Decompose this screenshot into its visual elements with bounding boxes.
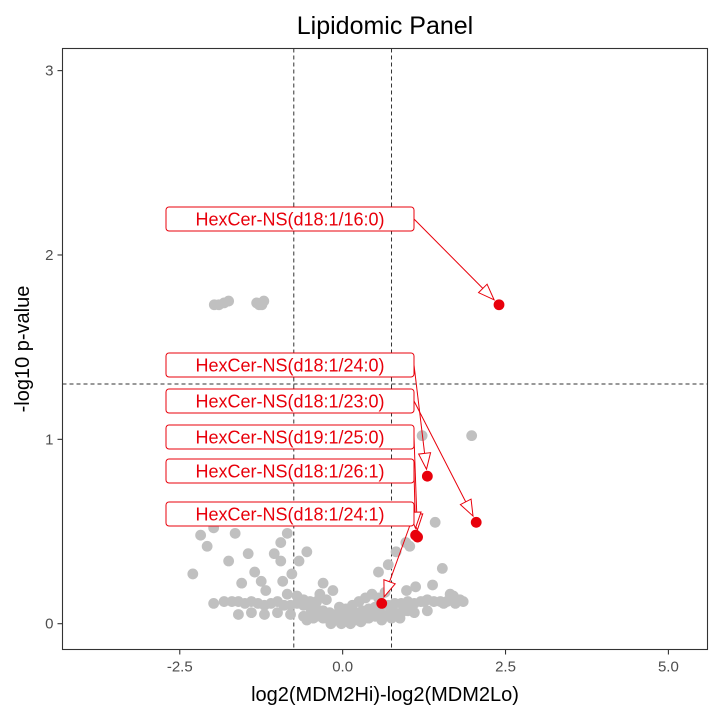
data-point [401,585,412,596]
x-tick-label: 5.0 [658,659,679,676]
highlighted-data-point [470,516,482,528]
data-point [376,614,388,626]
annotation-label: HexCer-NS(d18:1/24:1) [195,505,384,525]
highlighted-points [376,299,505,609]
annotation-label-box [165,352,415,378]
annotation-arrow-head [459,498,474,518]
annotation-label-box [165,501,415,527]
data-point [390,546,402,558]
data-point [373,566,384,578]
y-tick-label: 3 [45,63,53,80]
data-point [275,555,287,567]
x-tick-label: -2.5 [167,659,193,676]
data-point [249,566,261,578]
data-point [277,575,289,587]
data-point [218,596,230,607]
data-point [201,540,213,552]
data-point [434,596,446,607]
data-point [208,598,220,609]
annotation-label: HexCer-NS(d18:1/16:0) [195,210,384,230]
data-point [285,609,296,620]
point-annotations: HexCer-NS(d18:1/16:0) HexCer-NS(d18:1/24:… [165,206,496,599]
data-point [275,537,287,548]
data-point [223,295,235,307]
data-point [457,596,469,607]
annotation-arrow-line [413,218,495,301]
data-point [320,594,332,606]
annotation-label: HexCer-NS(d19:1/25:0) [195,428,384,448]
data-point [466,430,478,442]
annotation-label-box [165,424,415,450]
data-point [236,577,248,589]
data-point [281,588,293,600]
data-point [404,540,416,552]
data-point [229,527,241,539]
annotation-label-box [165,458,415,484]
data-point [195,529,207,541]
chart-title: Lipidomic Panel [297,12,474,40]
data-point [382,559,394,571]
data-point [408,607,420,619]
y-tick-label: 2 [45,247,53,264]
data-point [246,607,257,619]
data-point [307,612,319,624]
annotation-label: HexCer-NS(d18:1/26:1) [195,462,384,482]
annotation-label: HexCer-NS(d18:1/23:0) [195,392,384,412]
y-tick-label: 1 [45,431,53,448]
annotation-label-box [165,388,415,414]
data-point [304,596,316,607]
data-point [410,581,422,593]
x-axis-ticks: -2.5 0.0 2.5 5.0 [167,649,679,676]
data-point [286,568,298,580]
data-point [345,618,356,630]
data-point [242,548,254,560]
x-axis-title: log2(MDM2Hi)-log2(MDM2Lo) [251,684,519,706]
data-point [260,585,272,596]
annotation-arrow-head [477,283,496,301]
data-point [259,609,270,620]
data-point [317,577,329,589]
highlighted-data-point [421,470,433,482]
reference-lines [62,48,708,650]
annotation-label-box [165,206,415,232]
x-tick-label: 2.5 [495,659,516,676]
highlighted-data-point [376,598,388,609]
data-point [268,548,280,560]
annotation-arrow-head [417,452,432,471]
data-point [281,527,293,539]
data-point [394,612,406,624]
data-point [223,555,235,567]
data-point [258,295,270,307]
data-point [335,618,347,630]
y-axis-ticks: 0 1 2 3 [45,63,63,633]
data-point [436,562,448,574]
data-point [293,555,305,567]
data-point [355,616,367,628]
highlighted-data-point [410,529,422,541]
data-point [327,585,339,596]
data-point [386,612,397,624]
annotation-label: HexCer-NS(d18:1/24:0) [195,356,384,376]
highlighted-data-point [493,299,505,311]
data-point [301,546,313,558]
annotation-arrow-head [383,579,397,599]
data-point [233,609,244,620]
data-point [421,605,433,617]
y-tick-label: 0 [45,616,53,633]
data-point [272,607,283,619]
y-axis-title: -log10 p-value [12,286,34,413]
data-point [325,618,337,630]
data-point [187,568,199,580]
annotation-arrow-line [413,364,428,470]
annotation-arrow-line [413,400,474,517]
data-point [427,579,438,591]
data-point [429,516,441,528]
plot-panel-border [61,47,709,651]
x-tick-label: 0.0 [332,659,353,676]
nonsignificant-points [187,295,478,630]
data-point [255,575,267,587]
